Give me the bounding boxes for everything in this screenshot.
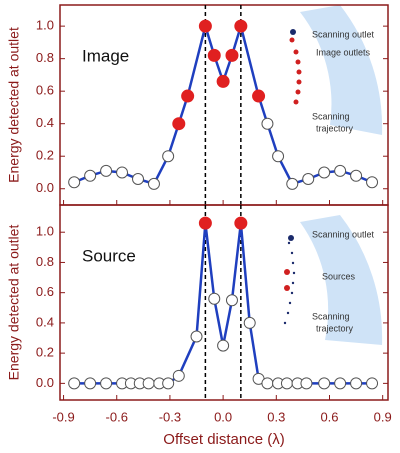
inset-dot <box>295 89 301 95</box>
data-point <box>252 89 266 103</box>
data-point <box>318 166 331 179</box>
data-point <box>217 339 230 352</box>
data-point <box>234 19 248 33</box>
data-point <box>198 19 212 33</box>
data-point <box>234 216 248 230</box>
data-point <box>68 176 81 189</box>
y-tick-label: 0.0 <box>36 375 54 390</box>
x-tick-label: -0.9 <box>52 409 74 424</box>
inset-dot <box>288 235 294 241</box>
data-point <box>68 377 81 390</box>
inset-dot <box>293 99 299 105</box>
data-point <box>366 176 379 189</box>
y-axis-label: Energy detected at outlet <box>6 27 22 183</box>
inset-dot <box>292 271 296 275</box>
x-tick-label: 0.6 <box>320 409 338 424</box>
data-point <box>100 164 113 177</box>
inset-dot <box>284 285 290 291</box>
x-tick-label: -0.3 <box>159 409 181 424</box>
data-point <box>334 377 347 390</box>
inset-dot <box>289 37 295 43</box>
x-axis-label: Offset distance (λ) <box>163 431 284 448</box>
data-point <box>162 377 175 390</box>
inset-band <box>300 5 383 135</box>
data-point <box>318 377 331 390</box>
data-point <box>261 117 274 130</box>
data-point <box>225 294 238 307</box>
annotation: Scanning outlet <box>312 229 375 239</box>
y-tick-label: 0.4 <box>36 314 54 329</box>
data-point <box>286 177 299 190</box>
x-tick-label: 0.9 <box>374 409 392 424</box>
y-tick-label: 1.0 <box>36 224 54 239</box>
data-point <box>207 48 221 62</box>
y-tick-label: 0.4 <box>36 115 54 130</box>
inset-dot <box>296 79 302 85</box>
data-point <box>208 292 221 305</box>
data-point <box>225 48 239 62</box>
data-point <box>132 172 145 185</box>
y-tick-label: 0.6 <box>36 83 54 98</box>
data-point <box>198 216 212 230</box>
data-point <box>190 330 203 343</box>
annotation: Image outlets <box>316 47 371 57</box>
inset-dot <box>290 251 294 255</box>
inset-dot <box>287 241 291 245</box>
annotation: trajectory <box>316 323 354 333</box>
data-point <box>172 117 186 131</box>
inset-band <box>300 215 383 345</box>
panel-label: Image <box>82 46 129 65</box>
plot-frame <box>59 204 389 401</box>
panel-label: Source <box>82 246 136 265</box>
x-tick-label: -0.6 <box>106 409 128 424</box>
inset-dot <box>284 269 290 275</box>
annotation: Scanning <box>312 311 350 321</box>
y-tick-label: 1.0 <box>36 18 54 33</box>
y-tick-label: 0.8 <box>36 50 54 65</box>
y-tick-label: 0.0 <box>36 180 54 195</box>
data-point <box>147 177 160 190</box>
data-point <box>350 377 363 390</box>
y-axis-label: Energy detected at outlet <box>6 225 22 381</box>
data-point <box>261 377 274 390</box>
inset-dot <box>291 261 295 265</box>
data-point <box>216 74 230 88</box>
annotation: Scanning <box>312 111 350 121</box>
inset-dot <box>291 281 295 285</box>
data-point <box>84 377 97 390</box>
data-point <box>84 169 97 182</box>
inset-dot <box>296 69 302 75</box>
data-point <box>272 150 285 163</box>
inset-dot <box>286 311 290 315</box>
data-point <box>100 377 113 390</box>
data-point <box>300 377 313 390</box>
x-tick-label: 0.0 <box>214 409 232 424</box>
y-tick-label: 0.2 <box>36 148 54 163</box>
data-point <box>302 172 315 185</box>
inset-dot <box>283 321 287 325</box>
x-tick-label: 0.3 <box>267 409 285 424</box>
y-tick-label: 0.8 <box>36 254 54 269</box>
annotation: trajectory <box>316 123 354 133</box>
data-point <box>142 377 155 390</box>
data-point <box>243 316 256 329</box>
inset-dot <box>293 49 299 55</box>
annotation: Sources <box>322 271 356 281</box>
data-point <box>366 377 379 390</box>
data-point <box>162 150 175 163</box>
inset-dot <box>290 29 296 35</box>
annotation: Scanning outlet <box>312 29 375 39</box>
data-point <box>116 166 129 179</box>
y-tick-label: 0.6 <box>36 284 54 299</box>
data-point <box>334 164 347 177</box>
data-point <box>172 369 185 382</box>
data-point <box>181 89 195 103</box>
data-point <box>350 169 363 182</box>
inset-dot <box>295 59 301 65</box>
y-tick-label: 0.2 <box>36 345 54 360</box>
inset-dot <box>288 301 292 305</box>
inset-dot <box>290 291 294 295</box>
data-point <box>280 377 293 390</box>
